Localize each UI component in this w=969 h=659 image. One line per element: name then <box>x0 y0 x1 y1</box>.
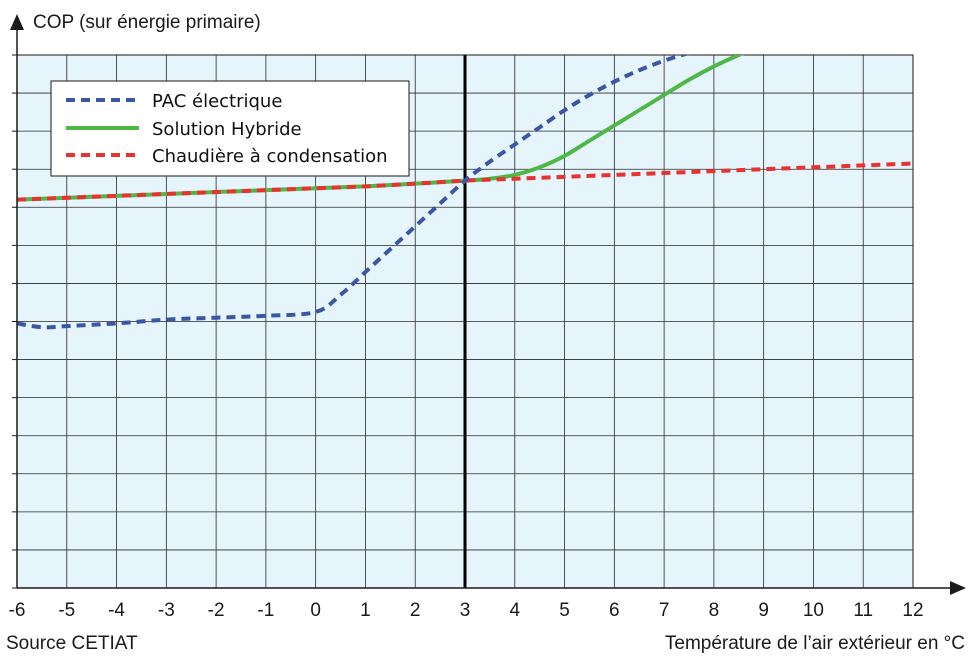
x-tick-label: 12 <box>902 600 923 621</box>
x-tick-label: -1 <box>257 600 274 621</box>
x-tick-labels: -6 -5 -4 -3 -2 -1 0 1 2 3 4 5 6 7 8 9 10 11 12 <box>9 600 924 621</box>
legend-label-pac: PAC électrique <box>152 91 282 112</box>
x-tick-label: -5 <box>58 600 75 621</box>
source-note: Source CETIAT <box>6 633 138 654</box>
legend: PAC électrique Solution Hybride Chaudièr… <box>50 80 410 177</box>
x-tick-label: -2 <box>208 600 225 621</box>
series-layer <box>17 55 913 330</box>
y-axis-arrow <box>10 14 24 30</box>
x-tick-label: 6 <box>609 600 620 621</box>
x-tick-label: -3 <box>158 600 175 621</box>
x-tick-label: 3 <box>460 600 471 621</box>
x-tick-label: 9 <box>758 600 769 621</box>
x-tick-label: 11 <box>853 600 873 621</box>
series-line-hybride <box>17 55 745 202</box>
x-tick-label: 8 <box>709 600 720 621</box>
y-ticks <box>12 54 17 589</box>
x-tick-label: 2 <box>410 600 421 621</box>
x-tick-label: 0 <box>310 600 321 621</box>
x-tick-label: 4 <box>509 600 520 621</box>
x-axis-title: Température de l’air extérieur en °C <box>665 633 965 654</box>
series-line-pac <box>17 55 690 330</box>
x-tick-label: 5 <box>559 600 570 621</box>
x-tick-label: -6 <box>9 600 26 621</box>
legend-label-hybride: Solution Hybride <box>152 119 302 140</box>
x-tick-label: 7 <box>659 600 670 621</box>
x-tick-label: 1 <box>360 600 371 621</box>
x-tick-label: -4 <box>108 600 125 621</box>
x-axis-arrow <box>950 581 966 595</box>
y-axis-title: COP (sur énergie primaire) <box>33 12 261 33</box>
x-tick-label: 10 <box>803 600 824 621</box>
legend-label-chaudiere: Chaudière à condensation <box>152 146 388 167</box>
